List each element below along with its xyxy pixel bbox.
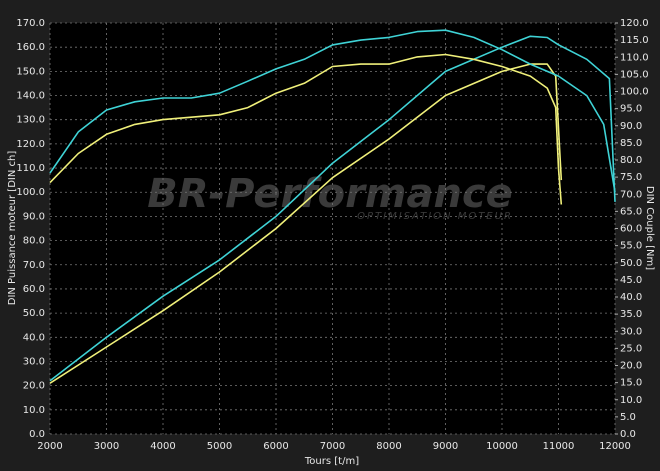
y2-tick-label: 80.0: [620, 155, 642, 166]
y2-tick-label: 65.0: [620, 206, 642, 217]
y-tick-label: 140.0: [16, 91, 45, 102]
y2-tick-label: 105.0: [620, 69, 649, 80]
y2-axis-label: DIN Couple [Nm]: [644, 186, 655, 270]
y2-tick-label: 115.0: [620, 35, 649, 46]
x-tick-label: 3000: [94, 441, 119, 452]
y2-tick-label: 70.0: [620, 189, 642, 200]
y2-tick-label: 75.0: [620, 172, 642, 183]
y2-tick-label: 15.0: [620, 378, 642, 389]
watermark: BR-Performance: [147, 171, 513, 217]
y2-tick-label: 35.0: [620, 309, 642, 320]
y2-tick-label: 120.0: [620, 18, 649, 29]
x-tick-label: 11000: [543, 441, 575, 452]
watermark-subtitle: OPTIMISATION MOTEUR: [357, 211, 513, 222]
series-line: [49, 35, 616, 382]
y-tick-label: 170.0: [16, 18, 45, 29]
y-tick-label: 10.0: [23, 405, 45, 416]
y2-tick-label: 40.0: [620, 292, 642, 303]
y-tick-label: 120.0: [16, 139, 45, 150]
y2-tick-label: 110.0: [620, 52, 649, 63]
x-tick-label: 7000: [320, 441, 345, 452]
y2-tick-label: 60.0: [620, 224, 642, 235]
y-tick-label: 70.0: [23, 260, 45, 271]
y-tick-label: 100.0: [16, 187, 45, 198]
y2-tick-label: 5.0: [620, 412, 636, 423]
y2-tick-label: 10.0: [620, 395, 642, 406]
y-tick-label: 160.0: [16, 42, 45, 53]
series-line: [49, 29, 616, 193]
x-tick-label: 10000: [486, 441, 518, 452]
y-tick-label: 30.0: [23, 356, 45, 367]
y2-tick-label: 0.0: [620, 429, 636, 440]
x-tick-label: 2000: [37, 441, 62, 452]
y2-tick-label: 30.0: [620, 326, 642, 337]
y-tick-label: 130.0: [16, 115, 45, 126]
y2-tick-label: 25.0: [620, 343, 642, 354]
x-tick-label: 12000: [599, 441, 631, 452]
y-tick-label: 60.0: [23, 284, 45, 295]
x-tick-label: 9000: [433, 441, 458, 452]
x-tick-label: 5000: [207, 441, 232, 452]
x-axis-label: Tours [t/m]: [304, 456, 359, 467]
y2-tick-label: 85.0: [620, 138, 642, 149]
y-tick-label: 90.0: [23, 211, 45, 222]
y-tick-label: 40.0: [23, 332, 45, 343]
y-tick-label: 20.0: [23, 381, 45, 392]
y-tick-label: 0.0: [29, 429, 45, 440]
series-line: [49, 63, 563, 384]
y-tick-label: 50.0: [23, 308, 45, 319]
y2-tick-label: 55.0: [620, 241, 642, 252]
x-tick-label: 8000: [376, 441, 401, 452]
y-tick-label: 150.0: [16, 66, 45, 77]
y-tick-label: 110.0: [16, 163, 45, 174]
series-line: [49, 53, 563, 205]
x-tick-label: 6000: [263, 441, 288, 452]
y2-tick-label: 100.0: [620, 87, 649, 98]
x-tick-label: 4000: [150, 441, 175, 452]
y-tick-label: 80.0: [23, 236, 45, 247]
y-axis-label: DIN Puissance moteur [DIN ch]: [7, 151, 18, 306]
y2-tick-label: 95.0: [620, 104, 642, 115]
y2-tick-label: 50.0: [620, 258, 642, 269]
y2-tick-label: 20.0: [620, 361, 642, 372]
y2-tick-label: 90.0: [620, 121, 642, 132]
y2-tick-label: 45.0: [620, 275, 642, 286]
